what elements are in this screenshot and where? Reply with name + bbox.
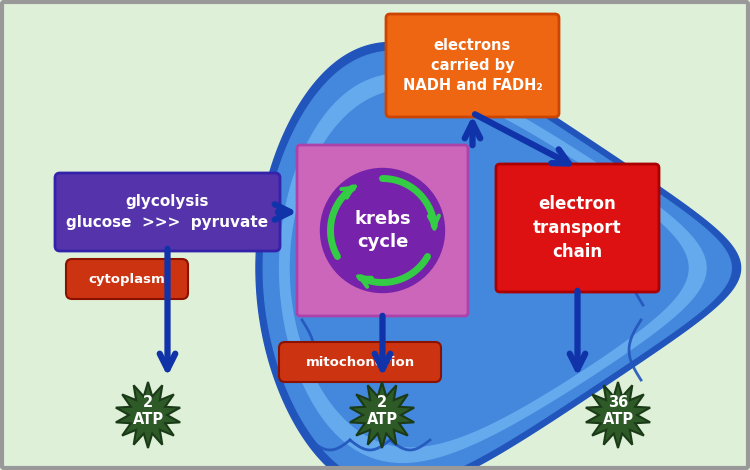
Text: glycolysis
glucose  >>>  pyruvate: glycolysis glucose >>> pyruvate [67,194,268,230]
Text: 2
ATP: 2 ATP [367,395,398,427]
Polygon shape [350,382,414,448]
FancyBboxPatch shape [55,173,280,251]
Polygon shape [290,89,688,446]
Polygon shape [256,42,740,470]
Text: mitochondrion: mitochondrion [305,355,415,368]
Text: electron
transport
chain: electron transport chain [533,196,622,260]
Text: cytoplasm: cytoplasm [88,273,165,285]
FancyBboxPatch shape [386,14,559,117]
FancyBboxPatch shape [297,145,468,316]
Polygon shape [116,382,180,448]
Text: 2
ATP: 2 ATP [133,395,164,427]
Polygon shape [263,51,731,470]
Circle shape [320,169,445,292]
Text: electrons
carried by
NADH and FADH₂: electrons carried by NADH and FADH₂ [403,38,542,93]
FancyBboxPatch shape [496,164,659,292]
FancyBboxPatch shape [66,259,188,299]
FancyBboxPatch shape [279,342,441,382]
Polygon shape [280,74,706,462]
Text: krebs
cycle: krebs cycle [354,210,411,251]
Polygon shape [586,382,650,448]
Text: 36
ATP: 36 ATP [602,395,634,427]
